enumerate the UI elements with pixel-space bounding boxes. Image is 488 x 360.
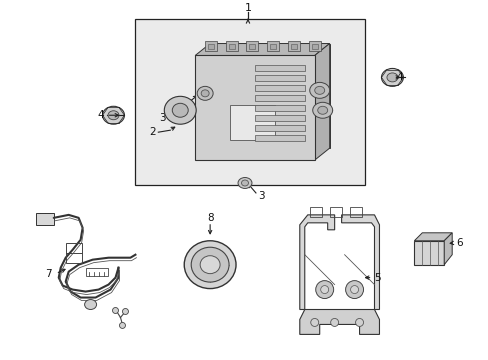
Circle shape [345,280,363,298]
Polygon shape [195,44,329,55]
Ellipse shape [191,247,228,282]
Ellipse shape [84,300,96,310]
Circle shape [350,285,358,293]
Bar [329,207,341,217]
Ellipse shape [317,106,327,114]
Text: 1: 1 [244,3,251,13]
Ellipse shape [309,82,329,98]
Bar [228,44,234,49]
Polygon shape [314,44,329,160]
Bar [312,44,318,49]
Ellipse shape [164,96,196,124]
Ellipse shape [314,86,324,94]
Polygon shape [299,310,379,334]
Circle shape [122,309,128,315]
Bar [254,85,304,91]
Bar [309,207,321,217]
Text: 2: 2 [306,103,312,113]
Circle shape [119,323,125,328]
Polygon shape [413,233,451,241]
Text: 6: 6 [455,238,462,248]
Bar [267,41,279,50]
Ellipse shape [241,180,248,186]
Text: 4: 4 [97,110,103,120]
Circle shape [112,307,118,314]
Text: 3: 3 [258,191,264,201]
Circle shape [315,280,333,298]
Text: 5: 5 [373,273,380,283]
Bar [349,207,361,217]
Bar [254,105,304,111]
Text: 2: 2 [149,127,155,137]
Bar [291,44,297,49]
Bar [65,243,81,263]
Ellipse shape [172,103,188,117]
Bar [249,44,255,49]
Polygon shape [210,44,329,148]
Bar [254,66,304,71]
Text: 3: 3 [159,113,165,123]
Bar [254,115,304,121]
Ellipse shape [200,256,220,274]
Ellipse shape [381,68,403,86]
Bar [225,41,237,50]
Bar [254,75,304,81]
Text: 4: 4 [395,72,402,82]
Ellipse shape [201,90,209,97]
Bar [288,41,300,50]
Ellipse shape [238,177,251,189]
Bar [254,125,304,131]
Text: 3: 3 [304,82,310,93]
Ellipse shape [386,73,397,82]
Bar [254,95,304,101]
Bar [270,44,276,49]
Ellipse shape [102,106,124,124]
Bar [246,41,258,50]
Ellipse shape [108,111,119,120]
Bar [229,105,274,140]
Bar [413,241,443,265]
Polygon shape [341,215,379,310]
Bar [204,41,216,50]
Circle shape [355,319,363,327]
Bar [195,55,314,160]
Text: 8: 8 [206,213,213,223]
Bar [135,19,364,185]
Bar [254,135,304,141]
Circle shape [330,319,338,327]
Ellipse shape [312,102,332,118]
Text: 7: 7 [45,269,52,279]
Circle shape [320,285,328,293]
Bar [308,41,321,50]
Bar [36,213,54,225]
Polygon shape [299,215,334,310]
Ellipse shape [197,86,213,100]
Ellipse shape [184,241,236,289]
Polygon shape [443,233,451,265]
Circle shape [310,319,318,327]
Bar [207,44,213,49]
